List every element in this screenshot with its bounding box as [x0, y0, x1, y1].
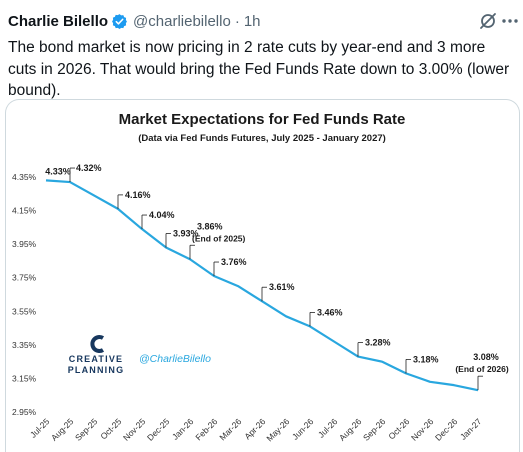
y-tick-label: 3.95% [12, 239, 37, 249]
brand-line-2: PLANNING [68, 365, 125, 375]
verified-badge-icon [112, 13, 127, 29]
more-icon[interactable] [500, 11, 520, 31]
data-label-note: (End of 2026) [455, 364, 509, 374]
brand-line-1: CREATIVE [69, 354, 123, 364]
data-label: 4.04% [149, 210, 175, 220]
x-tick-label: Sep-25 [73, 416, 100, 443]
x-tick-label: Apr-26 [242, 416, 267, 441]
x-tick-label: Sep-26 [361, 416, 388, 443]
tweet-timestamp[interactable]: 1h [243, 12, 261, 30]
x-tick-label: Aug-26 [337, 416, 364, 443]
tweet-header: Charlie Bilello @charliebilello · 1h [8, 11, 261, 31]
data-label: 3.86% [197, 221, 223, 231]
brand-block: CREATIVE PLANNING @CharlieBilello [68, 335, 211, 375]
y-tick-label: 3.55% [12, 306, 37, 316]
tweet-media-card[interactable]: Market Expectations for Fed Funds Rate (… [5, 99, 520, 452]
x-tick-label: Jun-26 [290, 416, 316, 442]
x-tick-label: Jan-26 [170, 416, 196, 442]
data-label: 3.76% [221, 257, 247, 267]
data-label: 4.33% [45, 166, 71, 176]
chart-subtitle: (Data via Fed Funds Futures, July 2025 -… [138, 133, 386, 144]
y-tick-label: 3.35% [12, 340, 37, 350]
tweet-text: The bond market is now pricing in 2 rate… [8, 39, 510, 99]
x-tick-label: Mar-26 [217, 416, 243, 442]
x-tick-label: Jul-25 [28, 416, 52, 440]
data-label: 3.18% [413, 354, 439, 364]
x-tick-label: May-26 [264, 416, 291, 443]
creative-planning-logo-icon [90, 335, 105, 353]
x-tick-label: Feb-26 [193, 416, 219, 442]
chart-title: Market Expectations for Fed Funds Rate [119, 111, 406, 128]
author-name[interactable]: Charlie Bilello [8, 12, 109, 30]
x-tick-label: Jan-27 [458, 416, 484, 442]
x-tick-label: Jul-26 [316, 416, 340, 440]
x-tick-label: Nov-26 [409, 416, 436, 443]
data-label: 3.46% [317, 307, 343, 317]
data-label: 4.16% [125, 190, 151, 200]
data-label: 3.28% [365, 338, 391, 348]
x-tick-label: Aug-25 [49, 416, 76, 443]
y-tick-label: 4.35% [12, 172, 37, 182]
data-label-note: (End of 2025) [192, 233, 246, 243]
separator-dot: · [234, 12, 240, 30]
annotations: 4.33% 4.32% 4.16% 4.04% 3.93%3.86% (End of 20… [45, 163, 509, 391]
y-tick-label: 3.15% [12, 373, 37, 383]
data-label: 4.32% [76, 163, 102, 173]
y-tick-label: 3.75% [12, 273, 37, 283]
fed-funds-chart: Market Expectations for Fed Funds Rate (… [12, 111, 509, 443]
x-tick-label: Oct-25 [98, 416, 123, 441]
y-axis: 4.35% 4.15% 3.95% 3.75% 3.55% 3.35% 3.15% 2.95% [12, 172, 37, 417]
x-tick-label: Nov-25 [121, 416, 148, 443]
data-label: 3.08% [473, 352, 499, 362]
brand-handle: @CharlieBilello [139, 353, 211, 365]
x-tick-label: Dec-25 [145, 416, 172, 443]
y-tick-label: 2.95% [12, 407, 37, 417]
data-label: 3.93% [173, 229, 199, 239]
y-tick-label: 4.15% [12, 206, 37, 216]
x-axis: Jul-25Aug-25Sep-25Oct-25Nov-25Dec-25Jan-… [28, 416, 484, 443]
data-label: 3.61% [269, 282, 295, 292]
x-tick-label: Oct-26 [386, 416, 411, 441]
grok-icon[interactable] [478, 11, 498, 31]
author-handle[interactable]: @charliebilello [133, 12, 231, 30]
x-tick-label: Dec-26 [433, 416, 460, 443]
